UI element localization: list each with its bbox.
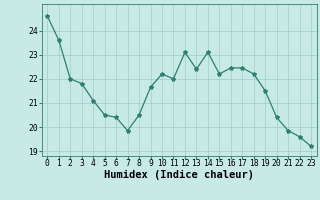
X-axis label: Humidex (Indice chaleur): Humidex (Indice chaleur) <box>104 170 254 180</box>
